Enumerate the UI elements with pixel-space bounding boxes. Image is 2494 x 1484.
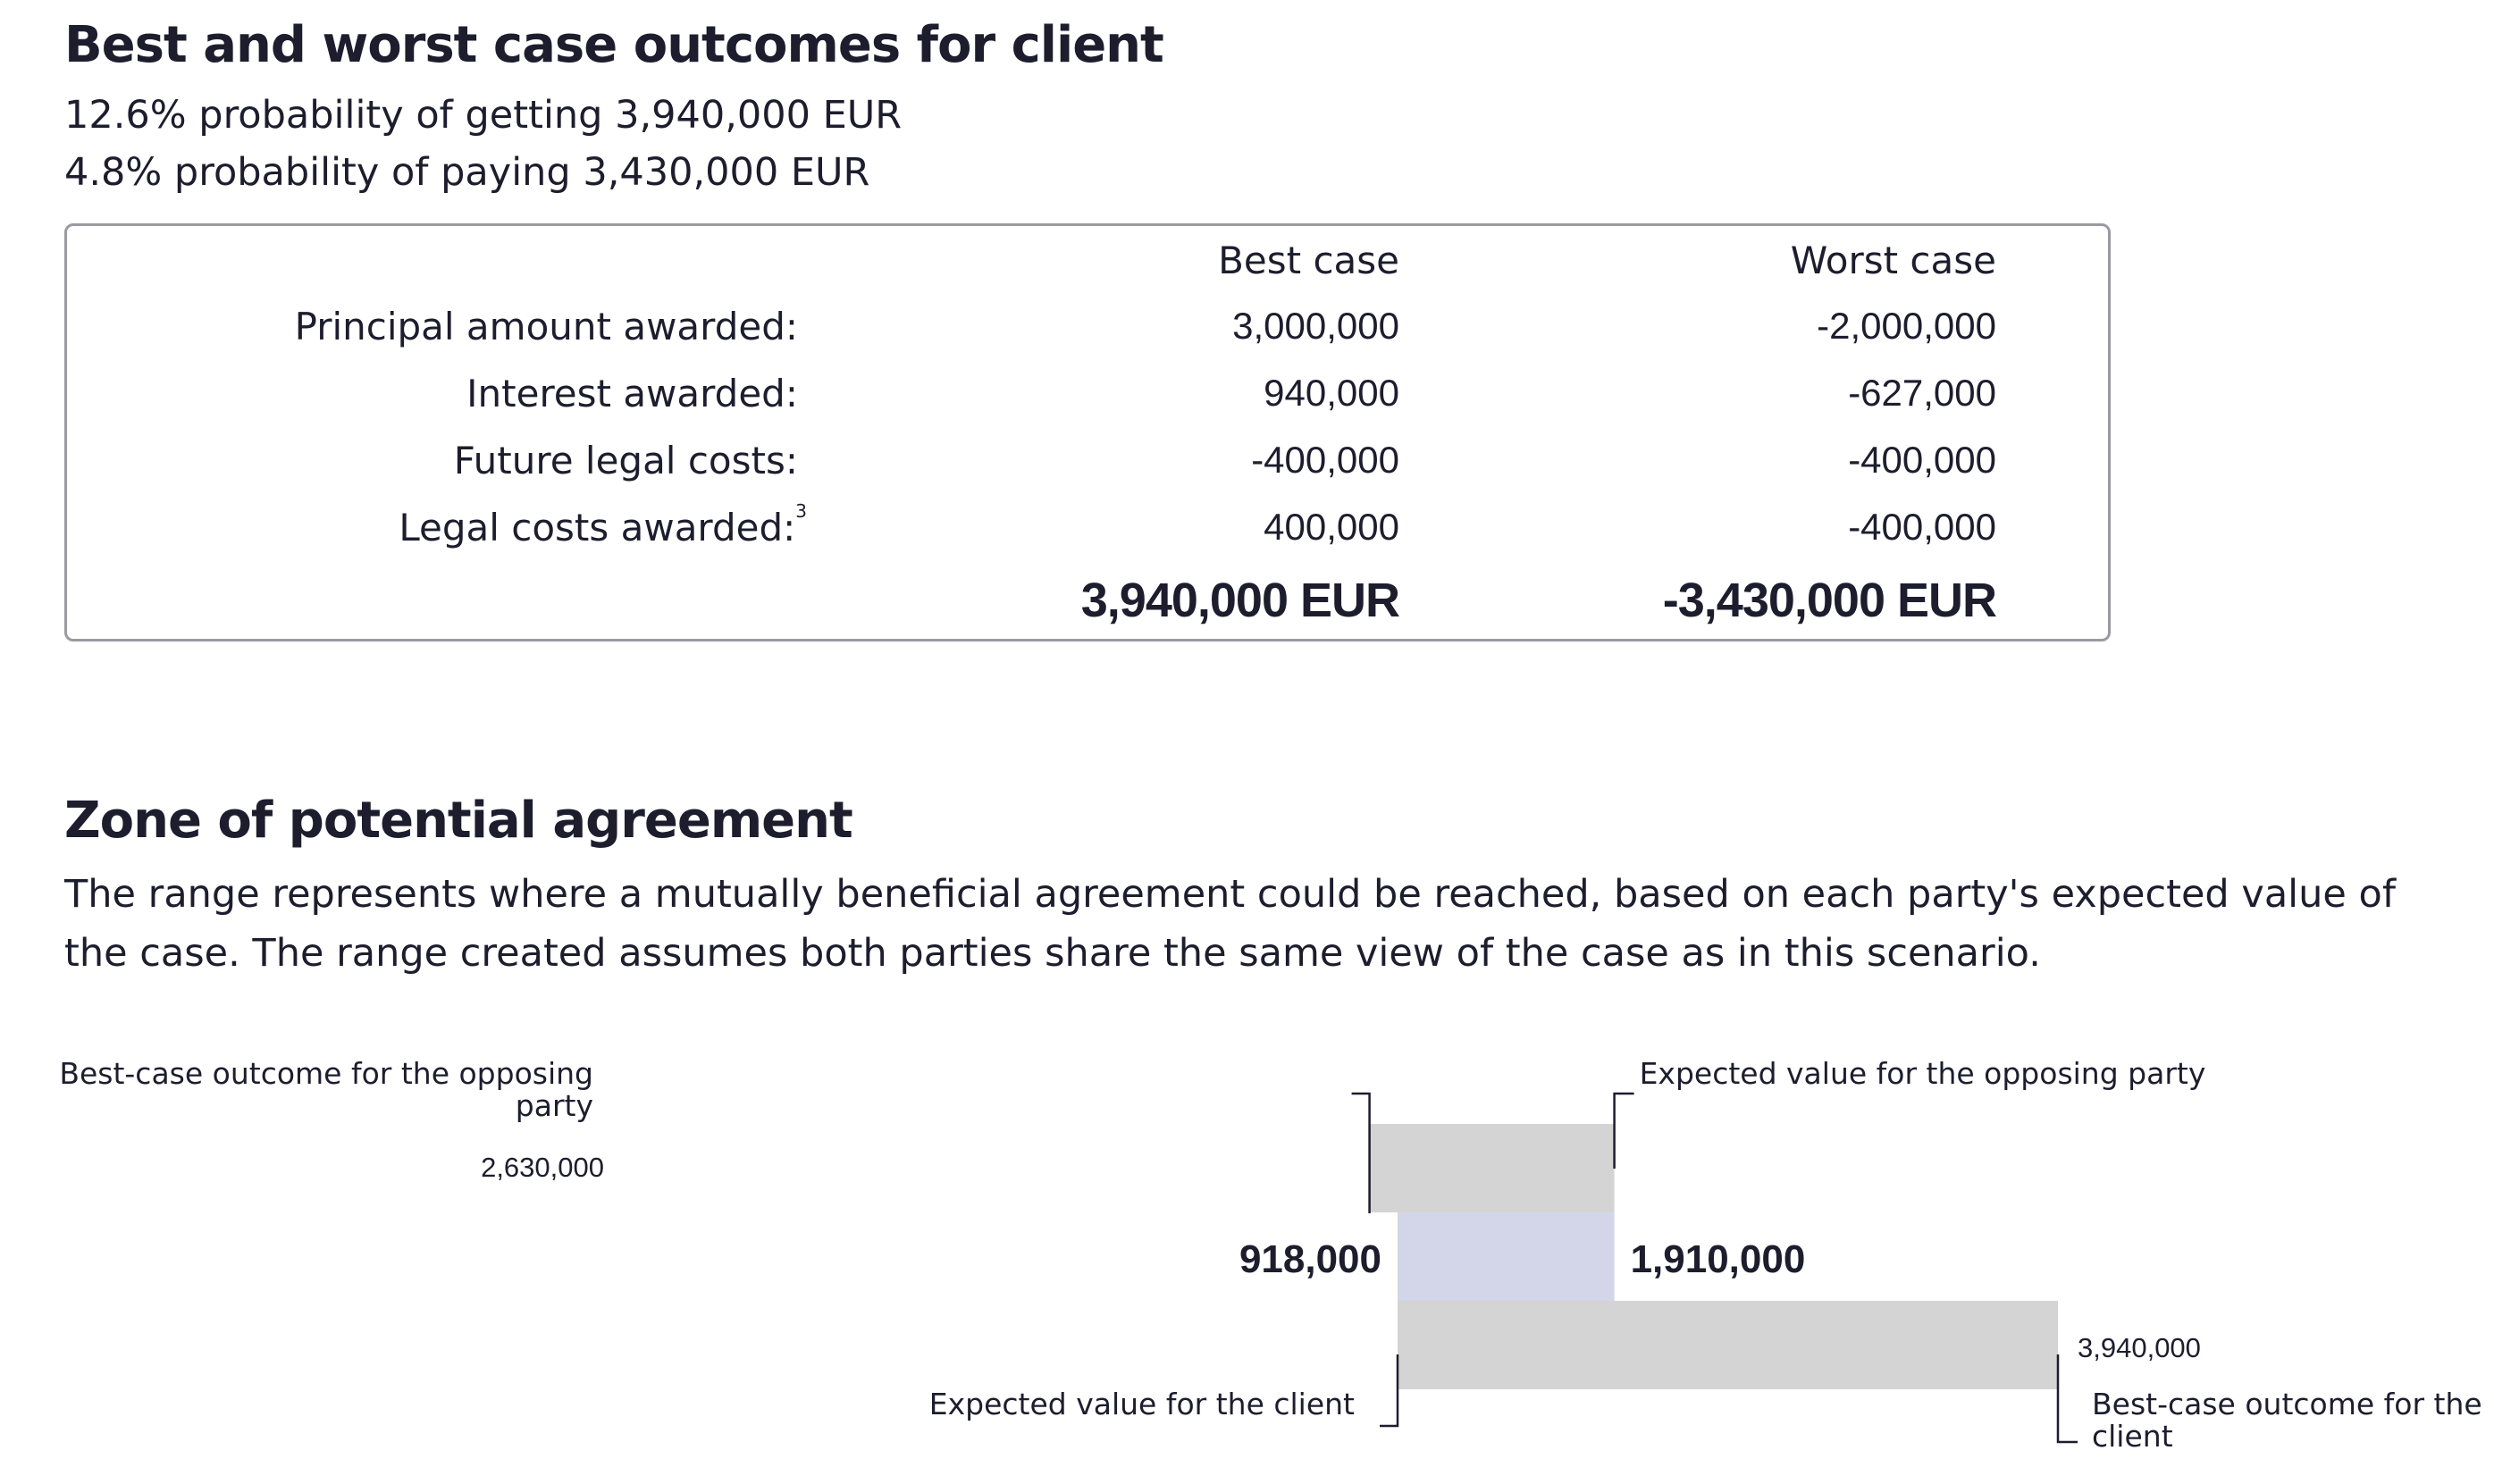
opposing-expected-label: Expected value for the opposing party bbox=[1640, 1056, 2206, 1091]
total-worst: -3,430,000 EUR bbox=[1662, 574, 1997, 627]
client-expected-bracket bbox=[1380, 1354, 1399, 1428]
client-range-bar bbox=[1398, 1301, 2058, 1389]
opposing-range-bar bbox=[1369, 1124, 1615, 1212]
worst-value: -400,000 bbox=[1848, 506, 1996, 548]
opposing-best-label: Best-case outcome for the opposing bbox=[59, 1056, 593, 1091]
row-label: Legal costs awarded:3 bbox=[399, 500, 807, 549]
outcomes-table: Best case Worst case Principal amount aw… bbox=[64, 223, 2111, 641]
opposing-expected-bracket bbox=[1613, 1092, 1634, 1169]
row-label: Principal amount awarded: bbox=[294, 305, 798, 348]
outcomes-title: Best and worst case outcomes for client bbox=[64, 16, 1164, 74]
zopa-title: Zone of potential agreement bbox=[64, 792, 853, 850]
client-expected-label: Expected value for the client bbox=[929, 1387, 1355, 1421]
zopa-high-value: 1,910,000 bbox=[1631, 1237, 1806, 1281]
best-value: -400,000 bbox=[1251, 439, 1399, 481]
opposing-best-value: 2,630,000 bbox=[481, 1152, 604, 1183]
zopa-description: The range represents where a mutually be… bbox=[64, 872, 2396, 976]
row-label: Interest awarded: bbox=[466, 372, 798, 415]
col-header-best: Best case bbox=[1218, 239, 1399, 282]
client-best-label: Best-case outcome for the bbox=[2092, 1387, 2482, 1421]
zopa-bar bbox=[1398, 1212, 1615, 1301]
worst-case-probability: 4.8% probability of paying 3,430,000 EUR bbox=[64, 150, 870, 195]
worst-value: -2,000,000 bbox=[1817, 305, 1996, 347]
row-label: Future legal costs: bbox=[453, 439, 798, 482]
zopa-low-value: 918,000 bbox=[1239, 1237, 1381, 1281]
best-value: 3,000,000 bbox=[1232, 305, 1399, 347]
best-value: 940,000 bbox=[1264, 372, 1399, 414]
footnote-marker: 3 bbox=[795, 500, 807, 522]
best-case-probability: 12.6% probability of getting 3,940,000 E… bbox=[64, 93, 903, 138]
opposing-best-label: party bbox=[516, 1088, 593, 1123]
client-best-value: 3,940,000 bbox=[2078, 1332, 2201, 1363]
worst-value: -400,000 bbox=[1848, 439, 1996, 481]
worst-value: -627,000 bbox=[1848, 372, 1996, 414]
client-best-label: client bbox=[2092, 1419, 2173, 1454]
client-best-bracket bbox=[2056, 1354, 2078, 1444]
best-value: 400,000 bbox=[1264, 506, 1399, 548]
total-best: 3,940,000 EUR bbox=[1080, 574, 1400, 627]
opposing-best-bracket bbox=[1351, 1092, 1371, 1213]
col-header-worst: Worst case bbox=[1790, 239, 1996, 282]
